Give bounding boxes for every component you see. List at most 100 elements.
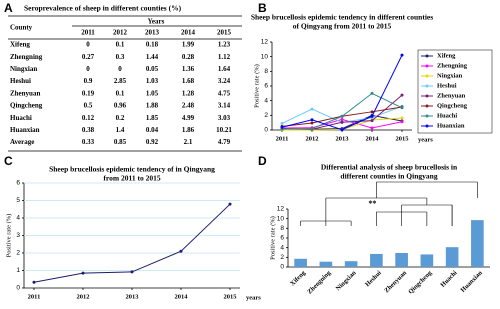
table-cell: 1.28	[182, 89, 195, 97]
bar	[344, 261, 358, 267]
y-tick-label: 4	[264, 97, 268, 104]
table-cell: Huanxian	[10, 126, 40, 134]
legend-marker	[425, 64, 429, 68]
y-tick-label: 6	[16, 180, 20, 187]
table-cell: Zhengning	[10, 53, 43, 61]
point	[228, 202, 232, 206]
point	[400, 106, 404, 110]
point	[340, 128, 344, 132]
x-tick-label: 2013	[336, 135, 350, 142]
x-tick-label: 2014	[366, 135, 380, 142]
x-tick-label: Ningxian	[335, 269, 358, 292]
x-tick-label: 2011	[276, 135, 289, 142]
y-tick-label: 3	[16, 232, 20, 239]
table-cell: 0.19	[82, 89, 95, 97]
point	[370, 91, 374, 95]
y-axis-label: Positive rate (%)	[269, 216, 276, 260]
x-tick-label: Qingcheng	[407, 269, 434, 296]
y-axis-label: Positive rate (%)	[5, 214, 12, 258]
y-tick-label: 8	[280, 225, 284, 232]
table-cell: 3.24	[218, 77, 231, 85]
bar	[294, 258, 307, 267]
annotation: **	[368, 199, 376, 208]
legend-marker	[425, 124, 429, 128]
x-tick-label: Xifeng	[289, 269, 308, 288]
table-cell: 1.68	[182, 77, 195, 85]
table-cell: 2.48	[182, 102, 195, 110]
x-tick-label: 2015	[224, 293, 238, 300]
panel-label: D	[258, 154, 267, 168]
legend-label: Heshui	[437, 82, 457, 89]
x-tick-label: 2015	[396, 135, 410, 142]
table-cell: 1.12	[218, 53, 231, 61]
legend-marker	[425, 94, 429, 98]
table-column: 2015	[217, 29, 232, 37]
table-cell: 0.04	[146, 126, 159, 134]
table-column: 2013	[145, 29, 160, 37]
table-cell: 1.64	[218, 65, 231, 73]
x-tick-label: Zhengning	[306, 269, 333, 296]
table-cell: Ningxian	[10, 65, 37, 73]
table-cell: 1.05	[146, 89, 159, 97]
table-cell: 1.99	[182, 41, 195, 49]
point	[179, 249, 183, 253]
table-cell: 0.27	[82, 53, 95, 61]
table-cell: 0	[86, 65, 90, 73]
x-tick-label: 2012	[77, 293, 90, 300]
legend-label: Huanxian	[437, 122, 465, 129]
x-tick-label: Zhenyuan	[383, 269, 408, 294]
point	[280, 125, 284, 129]
bar	[395, 252, 408, 267]
panel-label: B	[258, 1, 267, 15]
table-cell: 0.18	[146, 41, 159, 49]
x-axis-label: years	[418, 136, 433, 143]
point	[400, 93, 404, 97]
x-tick-label: 2012	[306, 135, 319, 142]
x-tick-label: Huanxian	[459, 269, 484, 294]
table-cell: 1.44	[146, 53, 159, 61]
table-column: 2014	[181, 29, 196, 37]
table-cell: Zhenyuan	[10, 89, 40, 97]
table-cell: 0.5	[84, 102, 93, 110]
y-tick-label: 10	[277, 215, 285, 222]
y-tick-label: 8	[264, 68, 268, 75]
table-column: 2011	[81, 29, 95, 37]
x-axis-label: years	[246, 294, 261, 301]
table-cell: 1.86	[182, 126, 195, 134]
table-cell: Huachi	[10, 114, 32, 122]
table-cell: 1.4	[116, 126, 125, 134]
bar	[445, 247, 459, 267]
table-cell: 0.38	[82, 126, 95, 134]
bar	[471, 220, 484, 267]
point	[340, 117, 344, 121]
y-tick-label: 12	[261, 39, 269, 46]
table-cell: 0.1	[116, 89, 125, 97]
point	[130, 270, 134, 274]
point	[400, 116, 404, 120]
x-tick-label: 2013	[126, 293, 140, 300]
table-cell: Average	[10, 138, 34, 146]
table-cell: 2.85	[114, 77, 127, 85]
table-cell: 10.21	[216, 126, 232, 134]
table-cell: Xifeng	[10, 41, 30, 49]
chart-title: from 2011 to 2015	[103, 174, 160, 183]
x-tick-label: Heshui	[364, 269, 383, 288]
bar	[370, 253, 383, 267]
point	[370, 119, 374, 123]
x-tick-label: 2014	[175, 293, 189, 300]
x-tick-label: 2011	[28, 293, 41, 300]
table-cell: 1.85	[146, 114, 159, 122]
table-cell: Qingcheng	[10, 102, 43, 110]
y-tick-label: 0	[16, 285, 20, 292]
table-cell: 4.99	[182, 114, 195, 122]
bar	[420, 254, 434, 267]
table-cell: 0.1	[116, 41, 125, 49]
table-cell: 4.75	[218, 89, 231, 97]
table-cell: 3.14	[218, 102, 231, 110]
table-cell: 0.96	[114, 102, 127, 110]
table-cell: 0.12	[82, 114, 95, 122]
legend-box	[417, 49, 493, 134]
panel-label: A	[4, 1, 13, 15]
table-cell: 0	[86, 41, 90, 49]
table-column: 2012	[113, 29, 128, 37]
